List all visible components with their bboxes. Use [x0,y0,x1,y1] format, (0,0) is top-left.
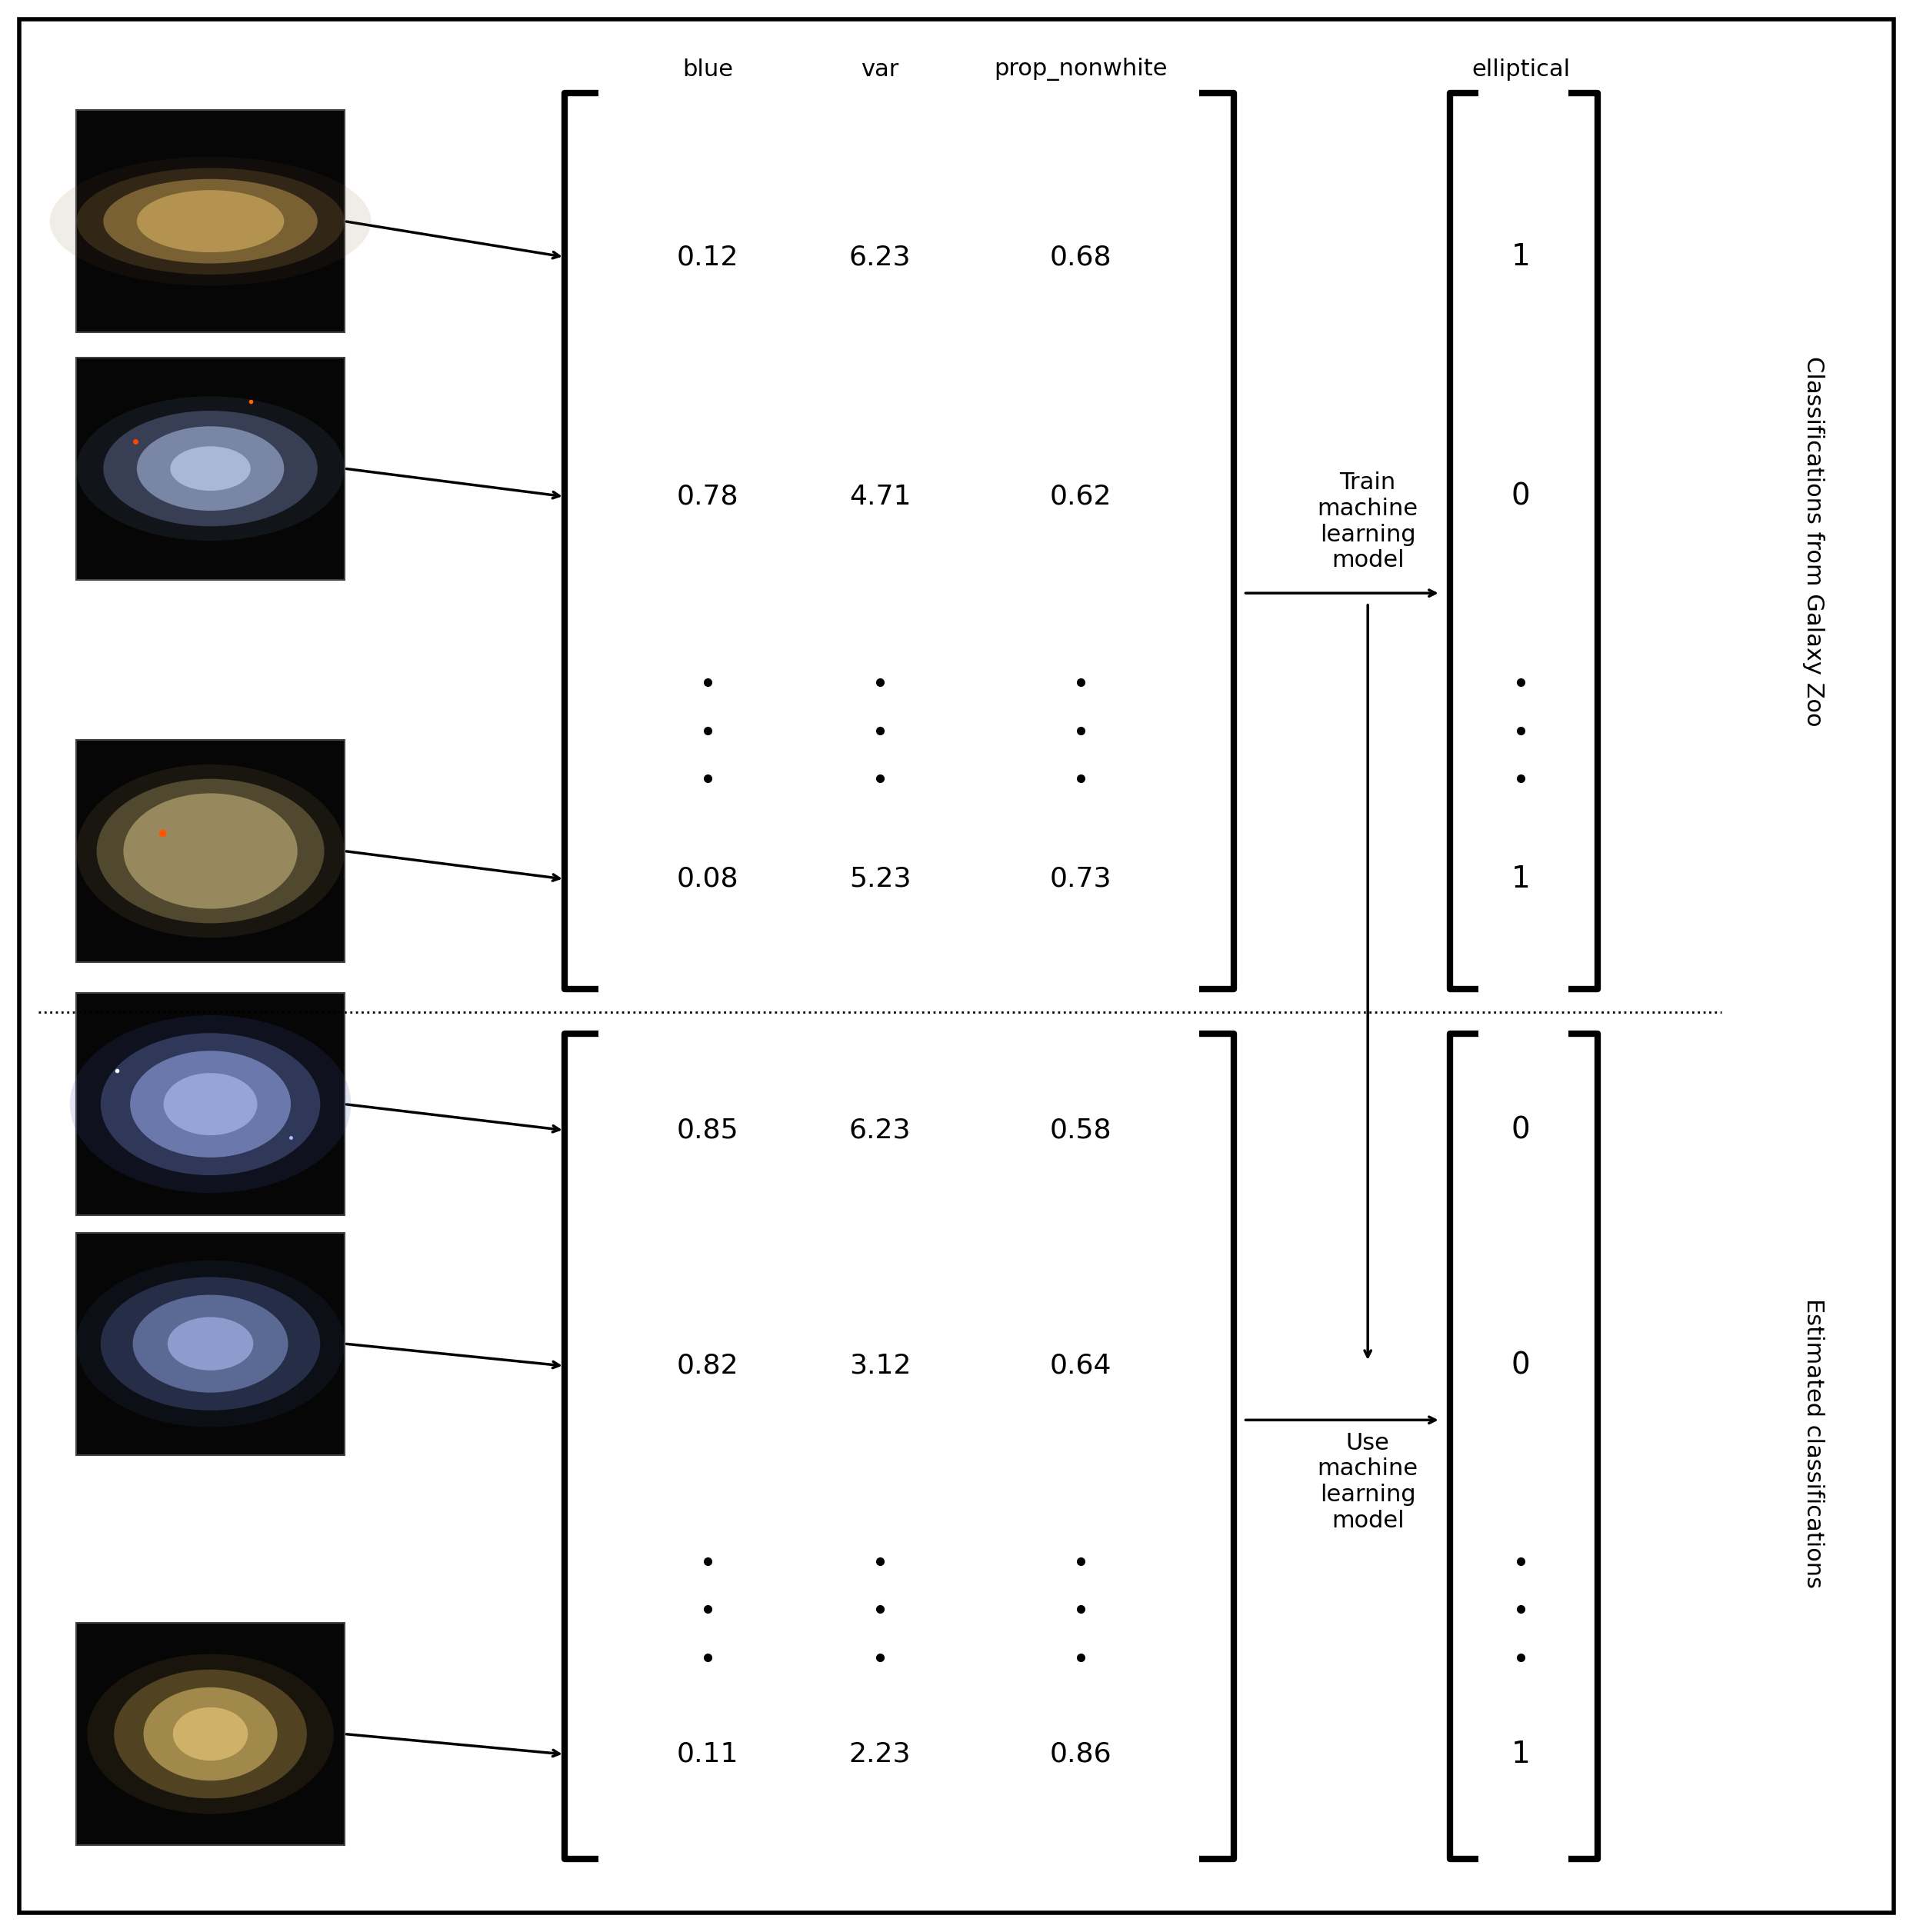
Text: 0.78: 0.78 [677,483,738,510]
Text: Train
machine
learning
model: Train machine learning model [1318,471,1418,572]
Ellipse shape [101,1034,319,1175]
Ellipse shape [138,189,285,253]
Text: 1: 1 [1511,864,1530,895]
Text: 0.12: 0.12 [677,243,738,270]
Text: 0: 0 [1511,481,1530,512]
Bar [77,740,344,962]
Text: prop_nonwhite: prop_nonwhite [995,58,1167,81]
Ellipse shape [168,1318,253,1370]
Ellipse shape [101,1277,319,1410]
Text: elliptical: elliptical [1471,58,1571,81]
Text: 0: 0 [1511,1115,1530,1146]
Text: 5.23: 5.23 [849,866,911,893]
Ellipse shape [50,156,371,286]
Text: Estimated classifications: Estimated classifications [1802,1298,1825,1588]
Text: 1: 1 [1511,242,1530,272]
Text: 0.11: 0.11 [677,1741,738,1768]
Text: 0.64: 0.64 [1050,1352,1111,1379]
Ellipse shape [103,412,318,526]
Ellipse shape [138,427,285,510]
Text: blue: blue [683,58,733,81]
Text: 3.12: 3.12 [849,1352,911,1379]
Text: 6.23: 6.23 [849,243,911,270]
Bar [77,1233,344,1455]
Ellipse shape [77,765,344,937]
Text: 0.85: 0.85 [677,1117,738,1144]
Ellipse shape [130,1051,291,1157]
Ellipse shape [71,1016,352,1192]
Bar [77,110,344,332]
Text: Classifications from Galaxy Zoo: Classifications from Galaxy Zoo [1802,355,1825,726]
Text: 0.08: 0.08 [677,866,738,893]
Ellipse shape [103,180,318,263]
Text: 0.86: 0.86 [1050,1741,1111,1768]
Text: Use
machine
learning
model: Use machine learning model [1318,1432,1418,1532]
Text: var: var [861,58,899,81]
Ellipse shape [143,1687,277,1781]
Ellipse shape [170,446,251,491]
Ellipse shape [132,1294,289,1393]
Ellipse shape [77,396,344,541]
Text: 1: 1 [1511,1739,1530,1770]
Bar [77,1623,344,1845]
Text: 0.82: 0.82 [677,1352,738,1379]
Ellipse shape [77,1260,344,1428]
Text: 0.68: 0.68 [1050,243,1111,270]
Text: 4.71: 4.71 [849,483,911,510]
Text: 6.23: 6.23 [849,1117,911,1144]
Ellipse shape [98,779,325,923]
Ellipse shape [124,794,298,908]
Bar [77,357,344,580]
Ellipse shape [77,168,344,274]
Text: 0.73: 0.73 [1050,866,1111,893]
Ellipse shape [115,1669,306,1799]
Ellipse shape [172,1708,249,1760]
Bar [77,993,344,1215]
Ellipse shape [88,1654,333,1814]
Text: 2.23: 2.23 [849,1741,911,1768]
Text: 0.62: 0.62 [1050,483,1111,510]
Ellipse shape [165,1072,258,1136]
Text: 0.58: 0.58 [1050,1117,1111,1144]
Text: 0: 0 [1511,1350,1530,1381]
